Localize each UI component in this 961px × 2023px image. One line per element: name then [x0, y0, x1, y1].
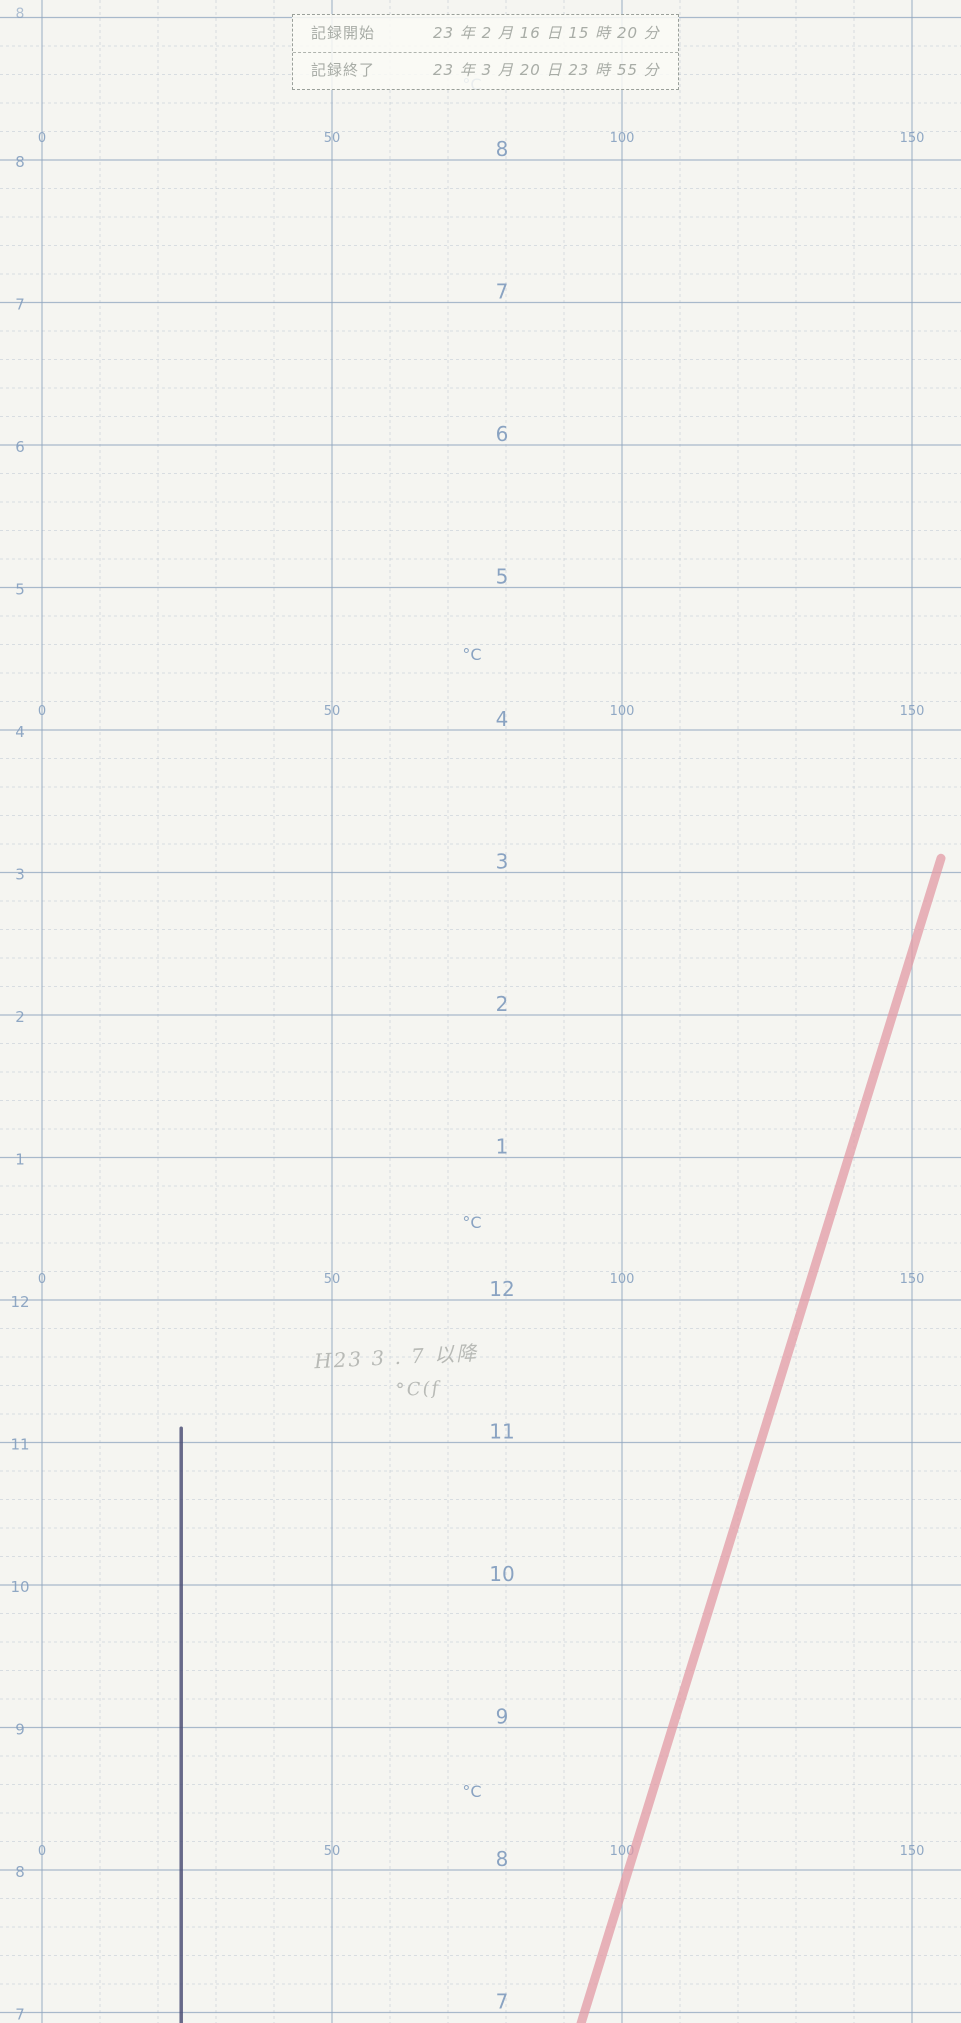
x-tick-label: 150: [900, 131, 925, 146]
record-stamp: 記録開始 23 年 2 月 16 日 15 時 20 分 記録終了 23 年 3…: [292, 14, 679, 90]
left-hour-label: 9: [15, 1721, 25, 1739]
pen-traces: [179, 853, 946, 2023]
x-tick-label: 100: [610, 1844, 635, 1859]
left-hour-label: 4: [15, 723, 25, 741]
x-tick-label: 50: [324, 1844, 341, 1859]
left-hour-label: 6: [15, 438, 25, 456]
center-hour-label: 7: [496, 280, 509, 304]
left-hour-label: 3: [15, 866, 25, 884]
stamp-end-row: 記録終了 23 年 3 月 20 日 23 時 55 分: [293, 52, 678, 88]
x-tick-label: 50: [324, 131, 341, 146]
stamp-start-value: 23 年 2 月 16 日 15 時 20 分: [433, 24, 660, 42]
x-tick-label: 150: [900, 704, 925, 719]
left-hour-label: 10: [10, 1578, 29, 1596]
center-hour-label: 1: [496, 1135, 509, 1159]
center-hour-label: 3: [496, 850, 509, 874]
x-tick-label: 0: [38, 1272, 46, 1287]
x-tick-label: 100: [610, 1272, 635, 1287]
left-hour-label: 8: [15, 1863, 25, 1881]
unit-labels: °C°C°C°C: [462, 75, 481, 1801]
left-hour-label: 8: [15, 153, 25, 171]
x-tick-label: 0: [38, 704, 46, 719]
left-hour-label-top: 8: [16, 6, 25, 22]
stamp-start-row: 記録開始 23 年 2 月 16 日 15 時 20 分: [293, 15, 678, 51]
center-hour-label: 11: [489, 1420, 514, 1444]
x-tick-label: 0: [38, 131, 46, 146]
stamp-start-label: 記録開始: [311, 24, 376, 42]
x-tick-label: 0: [38, 1844, 46, 1859]
stamp-divider: [293, 52, 678, 53]
center-hour-label: 2: [496, 992, 509, 1016]
x-tick-labels: 0 50 100 150 0 50 100 150 0 50 100 150 0 50 100 150: [38, 131, 925, 1859]
stamp-end-value: 23 年 3 月 20 日 23 時 55 分: [433, 61, 660, 79]
center-hour-labels: 8 7 6 5 4 3 2 1 12 11 10 9 8 7: [489, 137, 514, 2014]
left-hour-label: 7: [15, 296, 25, 314]
center-hour-label: 8: [496, 1847, 509, 1871]
temperature-trace: [576, 853, 946, 2023]
x-tick-label: 150: [900, 1272, 925, 1287]
left-hour-labels: 8 7 6 5 4 3 2 1 12 11 10 9 8 7 8: [10, 6, 29, 2023]
x-tick-label: 150: [900, 1844, 925, 1859]
x-tick-label: 50: [324, 1272, 341, 1287]
unit-label: °C: [462, 1213, 481, 1232]
x-tick-label: 100: [610, 131, 635, 146]
left-hour-label: 1: [15, 1151, 25, 1169]
stamp-end-label: 記録終了: [311, 61, 376, 79]
unit-label: °C: [462, 1782, 481, 1801]
center-hour-label: 10: [489, 1562, 514, 1586]
x-tick-label: 100: [610, 704, 635, 719]
center-hour-label: 8: [496, 137, 509, 161]
left-hour-label: 7: [15, 2006, 25, 2023]
center-hour-label: 6: [496, 422, 509, 446]
center-hour-label: 12: [489, 1277, 514, 1301]
left-hour-label: 5: [15, 581, 25, 599]
center-hour-label: 5: [496, 565, 509, 589]
unit-label: °C: [462, 645, 481, 664]
x-tick-label: 50: [324, 704, 341, 719]
center-hour-label: 9: [496, 1705, 509, 1729]
left-hour-label: 12: [10, 1293, 29, 1311]
left-hour-label: 11: [10, 1436, 29, 1454]
center-hour-label: 4: [496, 707, 509, 731]
left-hour-label: 2: [15, 1008, 25, 1026]
handwritten-note: H23 3 . 7 以降 °C(f: [313, 1336, 480, 1412]
center-hour-label: 7: [496, 1990, 509, 2014]
